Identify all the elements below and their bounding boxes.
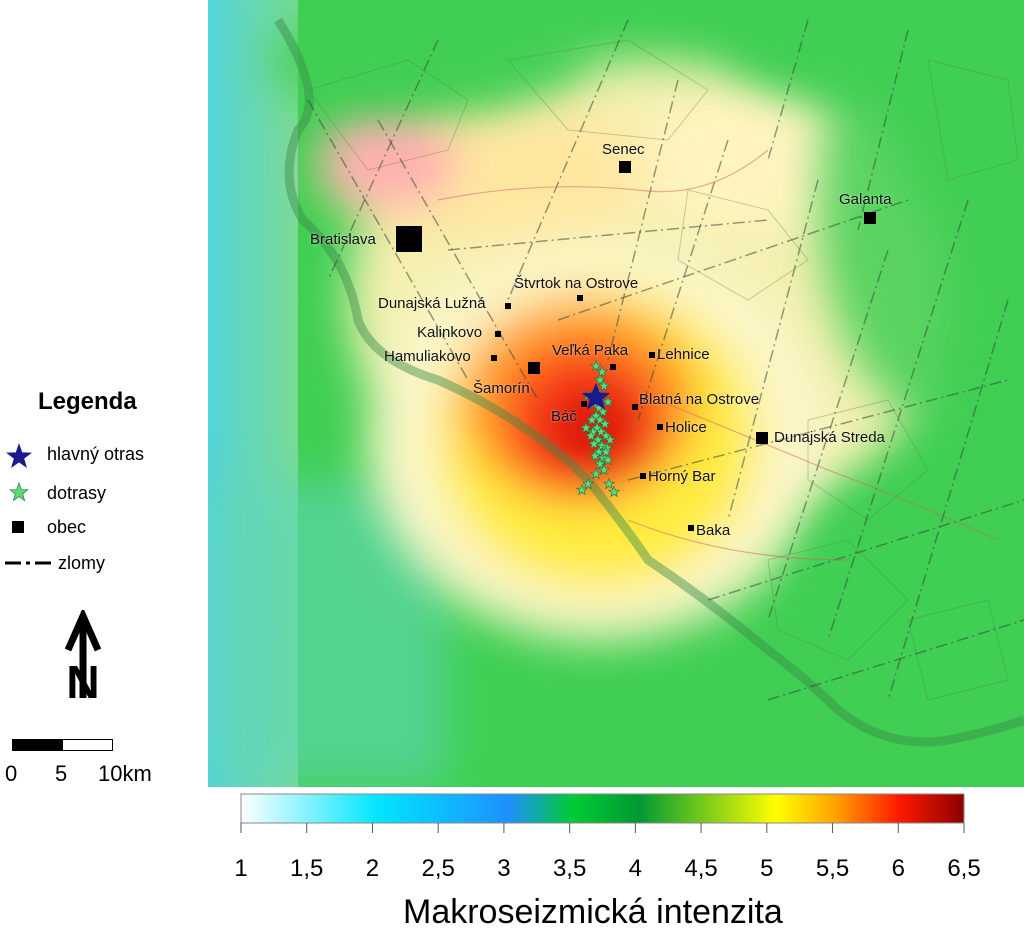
town-label-blatna-na-ostrove: Blatná na Ostrove [639, 391, 760, 408]
north-arrow-icon: N [64, 610, 102, 702]
legend-label-town: obec [47, 517, 87, 537]
colorbar-gradient [240, 793, 965, 824]
town-marker-baka[interactable] [688, 525, 694, 531]
colorbar-tick-label: 4 [628, 855, 643, 882]
aftershock-marker [597, 379, 611, 392]
colorbar-tick-label: 5 [760, 855, 774, 882]
town-label-senec: Senec [602, 141, 645, 158]
aftershock-marker [598, 417, 612, 430]
legend-title: Legenda [38, 388, 137, 415]
town-marker-bratislava[interactable] [396, 226, 422, 252]
aftershock-marker [587, 437, 601, 450]
town-label-kalinkovo: Kalinkovo [417, 324, 483, 341]
colorbar-tick-label: 6 [891, 855, 905, 882]
colorbar-tick-label: 1 [234, 855, 248, 882]
small-star-icon [9, 482, 29, 502]
aftershock-marker [589, 467, 603, 480]
aftershock-marker [601, 453, 615, 466]
colorbar [240, 793, 965, 833]
town-marker-samorin[interactable] [528, 362, 540, 374]
town-marker-galanta[interactable] [864, 212, 876, 224]
colorbar-ticks [240, 823, 965, 833]
town-label-samorin: Šamorín [473, 380, 530, 397]
town-marker-velka-paka[interactable] [610, 364, 616, 370]
aftershock-marker [599, 445, 613, 458]
eastern-green-zone [268, 0, 1024, 760]
scale-label-5: 5 [55, 761, 68, 786]
town-label-velka-paka: Veľká Paka [552, 342, 629, 359]
legend-label-main-shock: hlavný otras [47, 444, 145, 464]
river-border [274, 17, 1024, 747]
town-label-bratislava: Bratislava [310, 231, 376, 248]
colorbar-tick-label: 4,5 [684, 855, 718, 882]
aftershock-marker [584, 429, 598, 442]
town-marker-stvrtok-na-ostrove[interactable] [577, 295, 583, 301]
aftershock-marker [595, 365, 609, 378]
aftershock-marker [602, 477, 616, 490]
town-label-hamuliakovo: Hamuliakovo [384, 348, 471, 365]
town-label-dunajska-streda: Dunajská Streda [774, 429, 885, 446]
aftershock-marker [581, 477, 595, 490]
town-label-baka: Baka [696, 522, 731, 539]
intensity-map[interactable]: Senec Galanta Bratislava Štvrtok na Ostr… [208, 0, 1024, 787]
town-marker-blatna-na-ostrove[interactable] [632, 404, 638, 410]
geology-lines [307, 39, 1019, 701]
scale-label-10km: 10km [98, 761, 152, 786]
town-label-bac: Báč [551, 408, 577, 425]
town-marker-dunajska-streda[interactable] [756, 432, 768, 444]
map-canvas [208, 0, 1024, 787]
aftershock-marker [579, 421, 593, 434]
town-marker-hamuliakovo[interactable] [491, 355, 497, 361]
aftershock-marker [593, 373, 607, 386]
north-arrow-letter: N [66, 656, 99, 702]
scale-bar-black-segment [13, 740, 63, 750]
fault-lines [307, 19, 1024, 701]
main-shock-marker [582, 383, 610, 410]
aftershock-marker [603, 433, 617, 446]
scale-label-0: 0 [5, 761, 18, 786]
colorbar-tick-label: 3 [497, 855, 511, 882]
town-label-lehnice: Lehnice [657, 346, 710, 363]
town-marker-bac[interactable] [581, 401, 587, 407]
town-marker-horny-bar[interactable] [640, 473, 646, 479]
legend-label-aftershocks: dotrasy [47, 483, 107, 503]
town-marker-dunajska-luzna[interactable] [505, 303, 511, 309]
colorbar-tick-label: 6,5 [947, 855, 981, 882]
town-label-horny-bar: Horný Bar [648, 468, 716, 485]
town-marker-senec[interactable] [619, 161, 631, 173]
legend-label-faults: zlomy [58, 553, 106, 573]
star-icon [6, 443, 32, 468]
town-label-dunajska-luzna: Dunajská Lužná [378, 295, 486, 312]
colorbar-tick-label: 2 [365, 855, 380, 882]
square-icon [12, 521, 24, 533]
scale-bar [12, 739, 113, 751]
town-marker-holice[interactable] [657, 424, 663, 430]
town-label-galanta: Galanta [839, 191, 892, 208]
town-marker-kalinkovo[interactable] [495, 331, 501, 337]
aftershock-marker [593, 457, 607, 470]
aftershock-marker [595, 439, 609, 452]
aftershock-marker [607, 485, 621, 498]
town-label-holice: Holice [665, 419, 707, 436]
colorbar-tick-label: 1,5 [290, 855, 324, 882]
transport-lines [437, 149, 999, 561]
aftershock-marker [588, 449, 602, 462]
aftershock-marker [596, 451, 610, 464]
aftershock-marker [597, 463, 611, 476]
colorbar-tick-label: 3,5 [552, 855, 587, 882]
dash-dot-line-icon [5, 561, 55, 565]
colorbar-title: Makroseizmická intenzita [403, 893, 783, 931]
aftershock-marker [575, 483, 589, 496]
colorbar-tick-label: 2,5 [421, 855, 455, 882]
town-marker-lehnice[interactable] [649, 352, 655, 358]
aftershock-marker [596, 405, 610, 418]
colorbar-tick-label: 5,5 [815, 855, 850, 882]
aftershock-marker [601, 395, 615, 408]
town-label-stvrtok-na-ostrove: Štvrtok na Ostrove [514, 275, 639, 292]
aftershock-marker [589, 359, 603, 372]
